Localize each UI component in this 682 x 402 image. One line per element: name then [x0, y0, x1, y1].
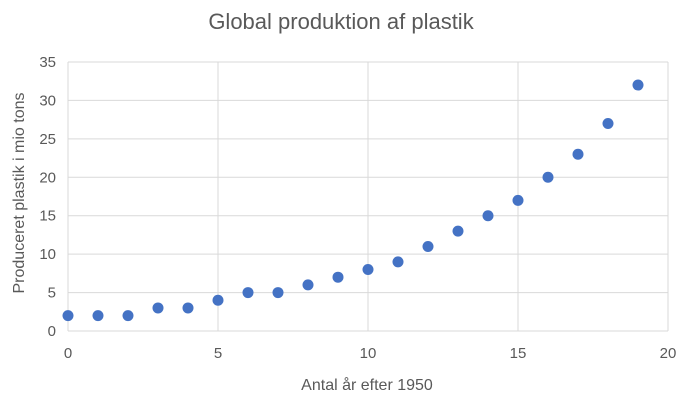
data-point: [62, 310, 74, 322]
data-point: [392, 256, 404, 268]
chart-title: Global produktion af plastik: [208, 9, 474, 34]
data-point: [212, 294, 224, 306]
data-point: [302, 279, 314, 291]
data-points: [62, 79, 644, 322]
grid-layer: [67, 61, 669, 332]
tick-labels: 0 5 10 15 20 25 30 35 0 5 10 15 20: [39, 54, 676, 362]
data-point: [482, 210, 494, 222]
y-tick-label: 30: [39, 92, 56, 109]
data-point: [332, 271, 344, 283]
y-tick-label: 0: [48, 323, 56, 340]
data-point: [182, 302, 194, 314]
x-tick-label: 10: [360, 345, 377, 362]
y-tick-label: 10: [39, 246, 56, 263]
x-tick-label: 5: [214, 345, 222, 362]
data-point: [512, 194, 524, 206]
data-point: [452, 225, 464, 237]
data-point: [572, 148, 584, 160]
x-tick-label: 0: [64, 345, 72, 362]
data-point: [122, 310, 134, 322]
y-tick-label: 25: [39, 131, 56, 148]
y-tick-label: 5: [48, 285, 56, 302]
y-tick-label: 35: [39, 54, 56, 71]
data-point: [272, 287, 284, 299]
data-point: [632, 79, 644, 91]
data-point: [92, 310, 104, 322]
y-tick-label: 20: [39, 169, 56, 186]
y-tick-label: 15: [39, 208, 56, 225]
data-point: [602, 117, 614, 129]
data-point: [242, 287, 254, 299]
x-tick-label: 20: [660, 345, 677, 362]
data-point: [152, 302, 164, 314]
data-point: [422, 240, 434, 252]
data-point: [362, 264, 374, 276]
x-axis-label: Antal år efter 1950: [301, 376, 433, 394]
y-axis-label: Produceret plastik i mio tons: [11, 93, 28, 294]
data-point: [542, 171, 554, 183]
x-tick-label: 15: [510, 345, 527, 362]
